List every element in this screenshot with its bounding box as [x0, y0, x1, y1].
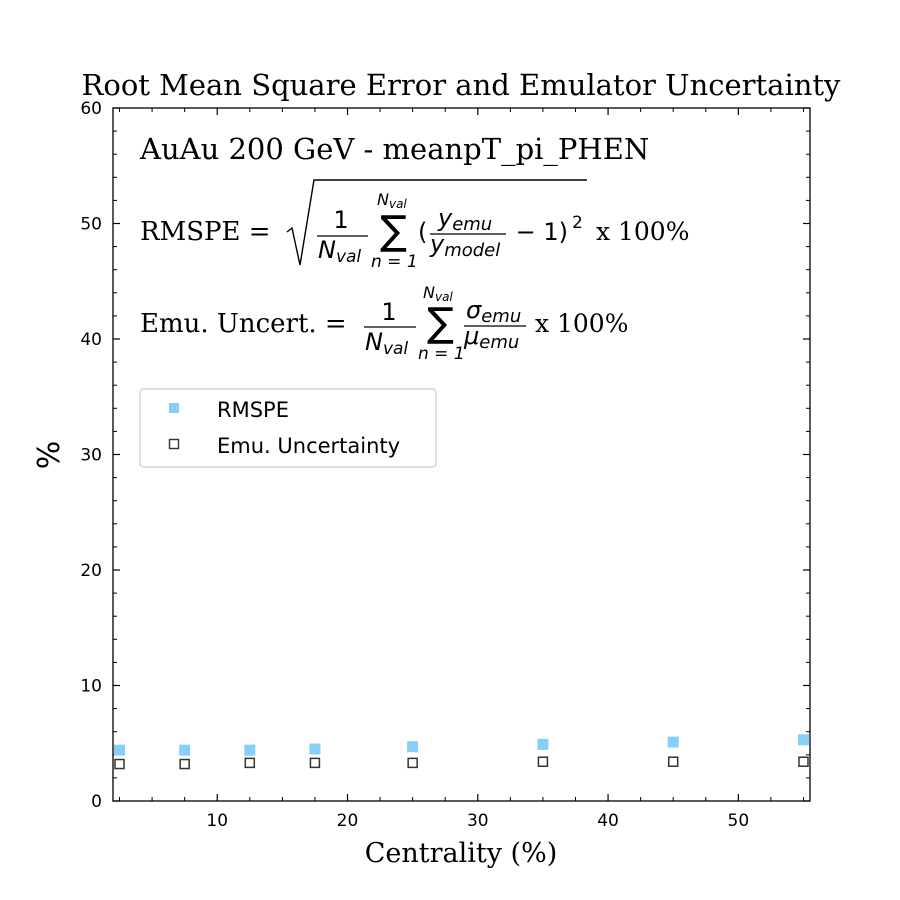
rmspe-point — [407, 741, 419, 753]
rmspe-paren-open: ( — [418, 218, 427, 246]
y-tick-label: 60 — [80, 99, 102, 119]
legend-label-rmspe: RMSPE — [217, 398, 289, 422]
x-tick-label: 30 — [467, 811, 489, 831]
uncert-inner-num: σemu — [466, 296, 521, 327]
rmspe-inner-num: yemu — [437, 204, 492, 235]
data-points — [114, 734, 809, 770]
chart-title: Root Mean Square Error and Emulator Unce… — [82, 68, 842, 102]
uncert-frac-den: Nval — [365, 328, 408, 359]
rmspe-point — [309, 743, 321, 755]
emu-uncertainty-point — [537, 756, 549, 767]
sqrt-sign — [286, 179, 587, 266]
rmspe-point — [244, 744, 256, 756]
rmspe-point — [179, 744, 191, 756]
uncert-inner-den: μemu — [463, 322, 519, 353]
legend-marker-uncert — [168, 438, 180, 450]
annotation-header: AuAu 200 GeV - meanpT_pi_PHEN — [139, 132, 649, 167]
rmspe-point — [114, 744, 126, 756]
x-tick-label: 40 — [597, 811, 619, 831]
emu-uncertainty-point — [244, 757, 256, 769]
uncert-sum-bottom: n = 1 — [418, 344, 465, 364]
legend-marker-rmspe — [169, 403, 179, 413]
x-tick-label: 10 — [206, 811, 228, 831]
rmspe-sum-bottom: n = 1 — [371, 252, 418, 272]
x-axis-label: Centrality (%) — [365, 838, 558, 869]
legend-label-uncert: Emu. Uncertainty — [217, 434, 400, 458]
rmspe-formula-lhs: RMSPE = — [140, 217, 279, 247]
legend-box — [139, 388, 437, 468]
x-tick-label: 20 — [337, 811, 359, 831]
y-tick-label: 30 — [80, 446, 102, 466]
rmspe-frac-den: Nval — [318, 236, 361, 267]
rmspe-sum-top: Nval — [377, 190, 407, 211]
x-tick-label: 50 — [728, 811, 750, 831]
emu-uncertainty-point — [309, 757, 321, 769]
emu-uncertainty-point — [667, 756, 679, 767]
y-axis-label: % — [32, 441, 67, 470]
uncert-formula-lhs: Emu. Uncert. = — [140, 309, 355, 339]
y-tick-label: 50 — [80, 215, 102, 235]
rmspe-formula: RMSPE = 1 Nval Nval ∑ n = 1 ( yemu ymode… — [140, 179, 689, 272]
emu-uncertainty-point — [798, 756, 809, 767]
rmspe-exponent: 2 — [572, 213, 583, 233]
emu-uncertainty-point — [179, 758, 190, 770]
rmspe-point — [797, 734, 809, 746]
y-tick-label: 0 — [91, 792, 102, 812]
legend: RMSPE Emu. Uncertainty — [139, 388, 437, 468]
uncert-sum-top: Nval — [423, 283, 453, 304]
emu-uncertainty-point — [407, 757, 418, 769]
rmspe-frac-num: 1 — [333, 206, 348, 234]
rmspe-point — [537, 738, 549, 750]
uncert-formula: Emu. Uncert. = 1 Nval Nval ∑ n = 1 σemu … — [140, 283, 628, 364]
uncert-frac-num: 1 — [381, 298, 396, 326]
emu-uncertainty-point — [114, 758, 125, 770]
rmspe-inner-den: ymodel — [429, 230, 500, 261]
y-tick-label: 10 — [80, 677, 102, 697]
axis-ticks: 10 20 30 40 50 0 10 20 30 40 50 60 — [80, 99, 810, 831]
rmspe-suffix: x 100% — [588, 217, 689, 246]
uncert-suffix: x 100% — [527, 309, 628, 338]
uncert-sum-symbol: ∑ — [427, 300, 454, 346]
y-tick-label: 40 — [80, 330, 102, 350]
y-tick-label: 20 — [80, 561, 102, 581]
rmspe-sum-symbol: ∑ — [380, 208, 407, 254]
rmspe-point — [667, 736, 679, 748]
rmspe-minus-one: − 1) — [508, 218, 568, 246]
